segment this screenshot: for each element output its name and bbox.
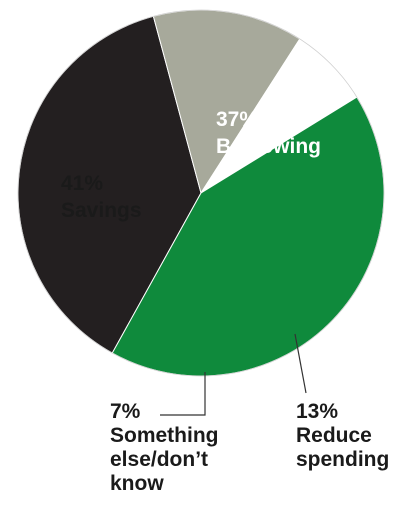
slice-name-savings: Savings <box>61 199 142 222</box>
slice-name-borrowing: Borrowing <box>216 135 321 158</box>
slice-label-something-else: 7% Something else/don’t know <box>110 400 219 495</box>
slice-name-reduce-spending: spending <box>296 448 389 471</box>
slice-label-reduce-spending: 13% Reduce spending <box>296 400 389 471</box>
slice-percent-something-else: 7% <box>110 400 141 423</box>
slice-percent-reduce-spending: 13% <box>296 400 338 423</box>
slice-percent-savings: 41% <box>61 172 103 195</box>
slice-labels: 37% Borrowing 13% Reduce spending 7% Something… <box>61 108 389 495</box>
leader-line-reduce-spending <box>294 333 307 394</box>
slice-name-reduce-spending: Reduce <box>296 424 372 447</box>
slice-name-something-else: know <box>110 472 164 495</box>
slice-percent-borrowing: 37% <box>216 108 258 131</box>
slice-label-savings: 41% Savings <box>61 172 142 222</box>
pie-outline <box>17 9 385 377</box>
pie-slices <box>17 9 385 377</box>
leader-lines <box>160 333 307 416</box>
slice-name-something-else: Something <box>110 424 219 447</box>
slice-name-something-else: else/don’t <box>110 448 208 471</box>
slice-label-borrowing: 37% Borrowing <box>216 108 321 158</box>
leader-line-something-else <box>160 372 206 416</box>
